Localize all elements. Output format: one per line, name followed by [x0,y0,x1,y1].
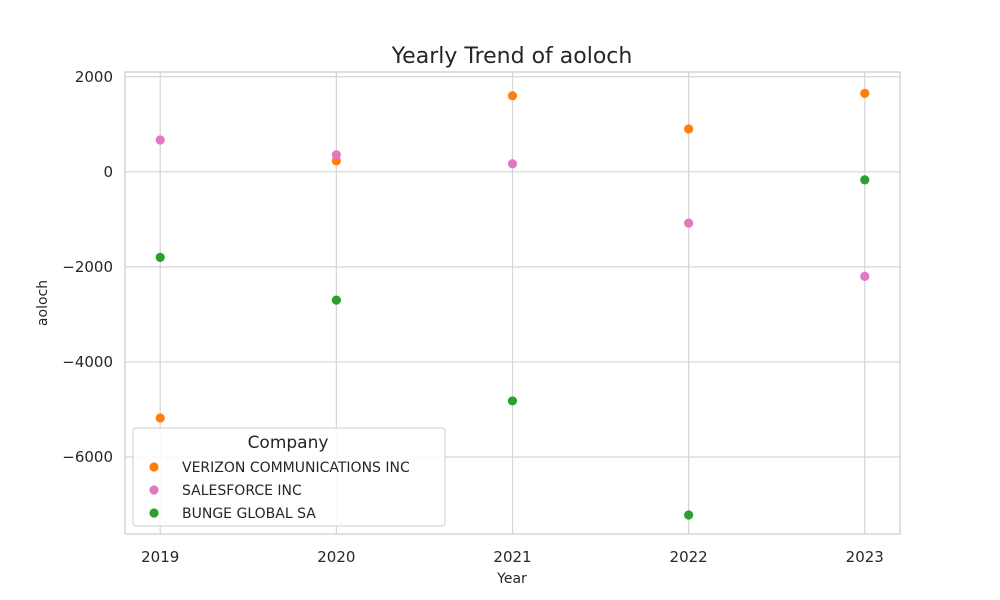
x-tick-label: 2021 [493,548,531,566]
legend-title: Company [248,433,329,453]
data-point [507,396,518,406]
y-axis-title: aoloch [35,280,51,326]
x-axis-title: Year [496,571,527,587]
legend-marker [149,485,159,495]
chart-title: Yearly Trend of aoloch [391,44,633,69]
y-tick-label: −4000 [62,353,113,371]
y-tick-label: −2000 [62,258,113,276]
y-tick-label: 0 [103,163,113,181]
data-point [860,175,870,185]
legend: Company VERIZON COMMUNICATIONS INC SALESF… [132,427,446,527]
legend-label: BUNGE GLOBAL SA [182,506,316,522]
legend-entries: VERIZON COMMUNICATIONS INC SALESFORCE INC… [149,460,410,522]
plot-frame [124,71,901,535]
data-point [507,91,518,101]
x-tick-label: 2022 [670,548,708,566]
data-point [331,295,341,305]
y-tick-label: 2000 [75,68,113,86]
legend-label: SALESFORCE INC [182,483,302,499]
data-point [860,88,870,98]
data-point [684,510,694,520]
legend-label: VERIZON COMMUNICATIONS INC [182,460,410,476]
x-tick-label: 2023 [846,548,884,566]
grid-layer [125,72,900,534]
legend-box [132,427,446,527]
x-tick-label: 2019 [141,548,179,566]
legend-marker [149,462,159,472]
x-tick-label: 2020 [317,548,355,566]
legend-marker [149,508,159,518]
ticks-layer: 2019 2020 2021 2022 2023 2000 0 −2000 −4000 −6000 [62,68,884,566]
data-point [507,159,518,169]
y-tick-label: −6000 [62,448,113,466]
data-point [155,135,165,145]
data-point [684,124,694,134]
points-layer [155,88,870,520]
data-point [684,218,694,228]
data-point [155,252,165,262]
data-point [331,150,341,160]
data-point [155,413,165,423]
data-point [860,271,870,281]
